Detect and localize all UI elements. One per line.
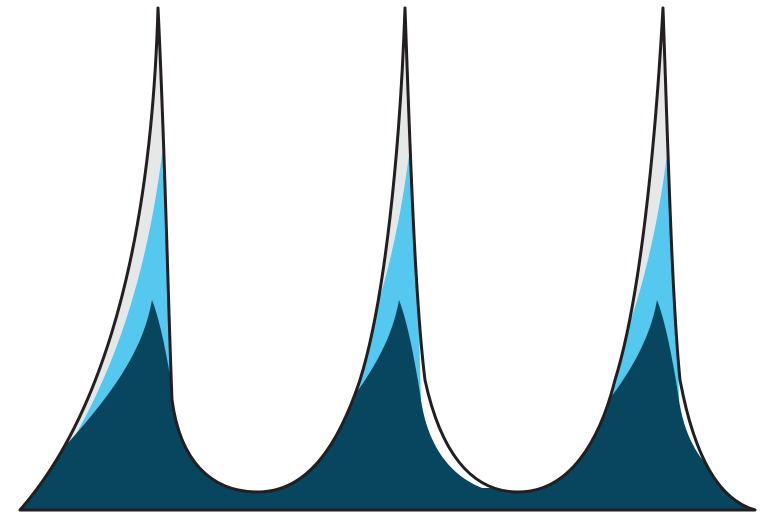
peak-1: [20, 8, 268, 510]
peak-3: [503, 8, 755, 510]
peak-2: [245, 8, 515, 510]
outline: [18, 6, 757, 512]
navy-base: [20, 488, 755, 510]
